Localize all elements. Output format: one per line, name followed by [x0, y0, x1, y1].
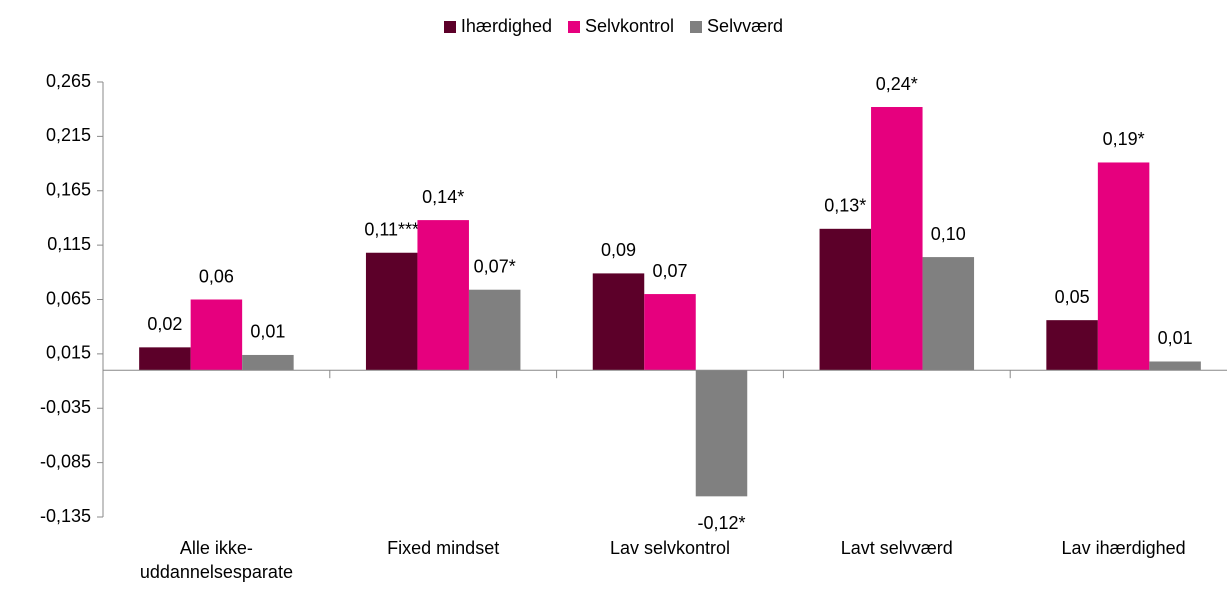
legend-swatch	[568, 20, 580, 33]
x-tick-label: Fixed mindset	[387, 538, 500, 558]
value-label: 0,11***	[364, 219, 419, 239]
value-label: 0,07*	[474, 256, 516, 276]
y-tick-label: 0,065	[46, 288, 91, 308]
value-label: 0,10	[931, 224, 966, 244]
x-tick-label: Lav selvkontrol	[609, 538, 731, 558]
bar	[139, 347, 191, 371]
legend-swatch	[443, 20, 456, 33]
y-tick-label: 0,015	[46, 343, 91, 363]
x-tick-label: Alle ikke-uddannelsesparate	[139, 538, 293, 582]
y-tick-label: 0,115	[47, 234, 91, 254]
y-tick-label: -0,035	[40, 397, 91, 417]
y-tick-label: 0,165	[46, 180, 91, 200]
x-tick-label: Lavt selvværd	[840, 538, 953, 558]
value-label: 0,01	[1158, 328, 1193, 348]
y-tick-label: 0,215	[46, 125, 91, 145]
bar	[695, 370, 748, 497]
x-tick-label: Lav ihærdighed	[1061, 538, 1186, 558]
value-label: 0,07	[652, 261, 687, 281]
value-label: 0,19*	[1103, 129, 1145, 149]
legend-label: Ihærdighed	[460, 16, 552, 36]
value-label: 0,05	[1055, 287, 1090, 307]
legend: Ihærdighed Selvkontrol Selvværd	[0, 16, 1227, 37]
legend-item: Selvværd	[690, 16, 783, 37]
value-label: 0,14*	[422, 187, 464, 207]
value-label: 0,09	[601, 240, 636, 260]
bar	[1097, 162, 1150, 371]
bar	[644, 294, 696, 371]
bar	[819, 228, 872, 371]
bar	[1046, 320, 1098, 371]
legend-item: Ihærdighed	[443, 16, 552, 37]
y-tick-label: -0,135	[40, 506, 91, 526]
bar	[190, 299, 243, 371]
value-label: 0,02	[147, 314, 182, 334]
bar	[417, 220, 469, 371]
bar	[922, 257, 975, 371]
bar	[1149, 361, 1201, 371]
legend-label: Selvværd	[707, 16, 784, 36]
bar	[242, 354, 294, 371]
value-label: 0,06	[199, 266, 234, 286]
value-label: 0,01	[250, 322, 285, 342]
bar	[468, 289, 521, 371]
legend-swatch	[690, 20, 703, 33]
y-tick-label: 0,265	[46, 71, 91, 91]
bar	[365, 252, 418, 371]
value-label: 0,24*	[876, 74, 918, 94]
value-label: 0,13*	[824, 196, 866, 216]
bar	[871, 107, 923, 371]
bar	[592, 273, 645, 371]
value-label: -0,12*	[697, 513, 745, 533]
y-tick-label: -0,085	[40, 451, 91, 471]
legend-item: Selvkontrol	[568, 16, 674, 37]
legend-label: Selvkontrol	[585, 16, 675, 36]
